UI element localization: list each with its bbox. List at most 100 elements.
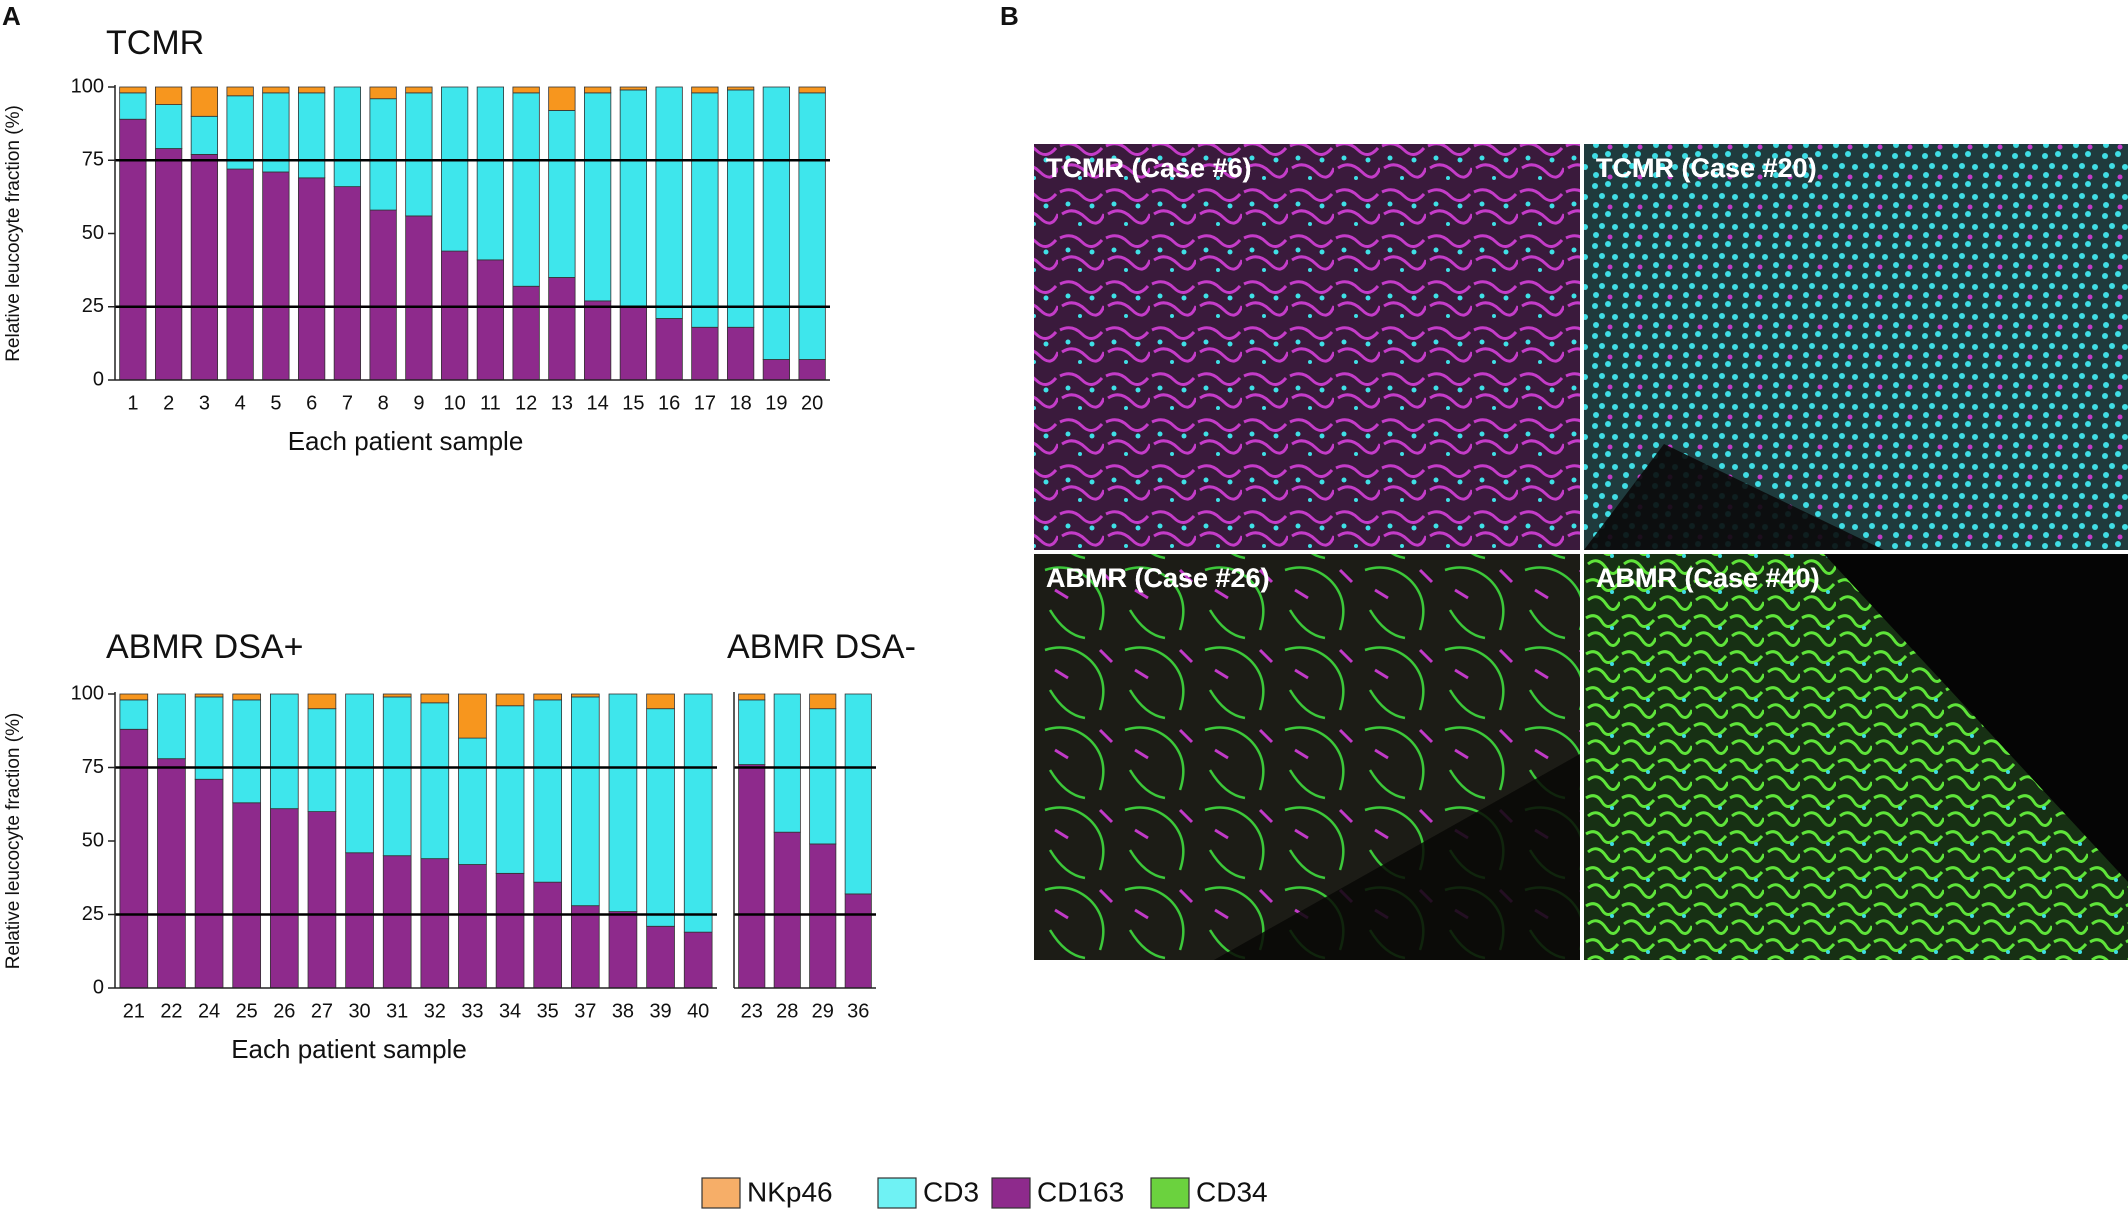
chart-title: TCMR bbox=[106, 24, 204, 62]
x-tick-label: 27 bbox=[311, 1000, 333, 1022]
bar-segment bbox=[307, 693, 337, 710]
bar-segment bbox=[232, 699, 262, 804]
bar-segment bbox=[190, 86, 219, 117]
y-axis-label: Relative leucocyte fraction (%) bbox=[3, 713, 24, 970]
bar-segment bbox=[333, 86, 362, 188]
y-tick-label: 75 bbox=[82, 756, 104, 778]
bar-segment bbox=[495, 705, 525, 874]
bar-segment bbox=[154, 86, 183, 105]
bar-segment bbox=[333, 186, 362, 381]
x-tick-label: 10 bbox=[444, 392, 466, 414]
bar-segment bbox=[405, 92, 433, 217]
x-tick-label: 3 bbox=[199, 392, 210, 414]
bar-segment bbox=[420, 702, 450, 860]
bar-segment bbox=[726, 326, 755, 381]
bar-segment bbox=[476, 259, 505, 381]
x-tick-label: 39 bbox=[649, 1000, 671, 1022]
bar-segment bbox=[570, 696, 600, 907]
legend-swatch bbox=[877, 1177, 917, 1209]
x-tick-label: 1 bbox=[127, 392, 138, 414]
legend-label: CD3 bbox=[923, 1176, 979, 1207]
bar-segment bbox=[691, 326, 719, 381]
bar-segment bbox=[738, 764, 766, 989]
bar-segment bbox=[548, 86, 576, 111]
bar-segment bbox=[119, 118, 147, 381]
y-tick-label: 75 bbox=[82, 149, 104, 171]
bar-segment bbox=[533, 699, 563, 883]
bar-segment bbox=[154, 104, 183, 149]
bar-segment bbox=[297, 177, 326, 381]
bar-segment bbox=[269, 693, 299, 810]
bar-segment bbox=[157, 693, 186, 760]
x-tick-label: 40 bbox=[687, 1000, 709, 1022]
bar-segment bbox=[738, 699, 766, 765]
bar-segment bbox=[119, 699, 149, 730]
bar-segment bbox=[512, 86, 540, 94]
bar-segment bbox=[655, 86, 683, 319]
legend-swatch bbox=[991, 1177, 1031, 1209]
dark-region bbox=[1214, 754, 1580, 960]
bar-segment bbox=[420, 693, 450, 704]
x-tick-label: 25 bbox=[236, 1000, 258, 1022]
legend-label: CD163 bbox=[1037, 1176, 1124, 1207]
x-tick-label: 8 bbox=[378, 392, 389, 414]
bar-segment bbox=[691, 92, 719, 328]
image-label: ABMR (Case #40) bbox=[1596, 563, 1820, 593]
bar-segment bbox=[297, 86, 326, 94]
bar-segment bbox=[458, 693, 487, 739]
x-tick-label: 19 bbox=[765, 392, 787, 414]
x-tick-label: 24 bbox=[198, 1000, 220, 1022]
bar-segment bbox=[157, 758, 186, 989]
bar-segment bbox=[307, 708, 337, 813]
bar-segment bbox=[476, 86, 505, 261]
x-tick-label: 21 bbox=[123, 1000, 145, 1022]
bar-segment bbox=[798, 92, 826, 360]
bar-segment bbox=[646, 925, 675, 989]
x-tick-label: 6 bbox=[306, 392, 317, 414]
y-tick-label: 100 bbox=[71, 682, 104, 704]
bar-segment bbox=[382, 855, 412, 989]
x-tick-label: 16 bbox=[658, 392, 680, 414]
chart-title: ABMR DSA+ bbox=[106, 628, 303, 666]
bar-segment bbox=[119, 693, 149, 701]
x-tick-label: 32 bbox=[424, 1000, 446, 1022]
bar-segment bbox=[844, 693, 872, 895]
image-label: TCMR (Case #20) bbox=[1596, 153, 1817, 183]
bar-segment bbox=[798, 86, 826, 94]
bar-segment bbox=[458, 737, 487, 865]
bar-segment bbox=[345, 852, 374, 989]
x-tick-label: 31 bbox=[386, 1000, 408, 1022]
bar-segment bbox=[420, 858, 450, 989]
bar-segment bbox=[190, 115, 219, 155]
bar-segment bbox=[809, 708, 837, 845]
bar-segment bbox=[646, 708, 675, 927]
bar-segment bbox=[440, 86, 469, 252]
bar-segment bbox=[512, 92, 540, 287]
bar-segment bbox=[809, 843, 837, 989]
bar-segment bbox=[570, 905, 600, 989]
bar-segment bbox=[307, 811, 337, 989]
bar-segment bbox=[405, 86, 433, 94]
bar-segment bbox=[726, 89, 755, 328]
image-label: TCMR (Case #6) bbox=[1046, 153, 1252, 183]
x-tick-label: 37 bbox=[574, 1000, 596, 1022]
bar-segment bbox=[154, 148, 183, 381]
bar-segment bbox=[369, 209, 397, 381]
bar-segment bbox=[533, 881, 563, 989]
x-tick-label: 35 bbox=[537, 1000, 559, 1022]
y-axis-label: Relative leucocyte fraction (%) bbox=[3, 105, 24, 362]
bar-segment bbox=[691, 86, 719, 94]
x-tick-label: 28 bbox=[776, 1000, 798, 1022]
y-tick-label: 0 bbox=[93, 976, 104, 998]
x-tick-label: 20 bbox=[801, 392, 823, 414]
bar-segment bbox=[683, 931, 713, 989]
bar-segment bbox=[226, 95, 254, 170]
bar-segment bbox=[726, 86, 755, 91]
bar-segment bbox=[262, 92, 290, 173]
x-tick-label: 5 bbox=[270, 392, 281, 414]
bar-segment bbox=[773, 693, 801, 833]
bar-segment bbox=[269, 808, 299, 989]
bar-segment bbox=[458, 864, 487, 989]
x-tick-label: 4 bbox=[235, 392, 246, 414]
